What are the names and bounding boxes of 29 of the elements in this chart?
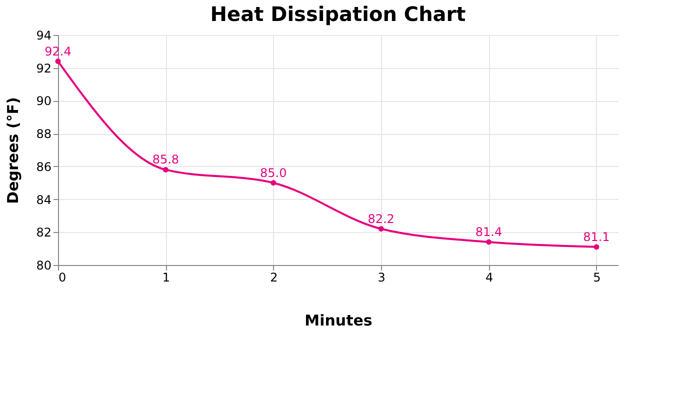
- x-tick-label: 3: [378, 270, 386, 284]
- point: [594, 244, 600, 250]
- y-tick-label: 88: [36, 127, 52, 142]
- point: [55, 58, 61, 64]
- y-tick-label: 84: [36, 192, 52, 207]
- point: [270, 180, 276, 186]
- y-tick-label: 90: [36, 94, 52, 108]
- point: [378, 226, 384, 232]
- x-tick-label: 2: [270, 270, 278, 284]
- data-label: 92.4: [44, 44, 72, 58]
- y-tick-label: 82: [36, 226, 52, 240]
- x-tick-label: 1: [162, 270, 170, 284]
- data-label: 81.1: [583, 230, 610, 244]
- x-tick-label: 4: [485, 270, 494, 284]
- x-tick-label: 5: [593, 270, 601, 284]
- x-axis-title: Minutes: [304, 312, 372, 330]
- chart-title: Heat Dissipation Chart: [210, 2, 466, 26]
- x-tick-label: 0: [58, 270, 66, 284]
- data-label: 85.0: [260, 166, 287, 180]
- y-axis-title: Degrees (°F): [4, 97, 22, 204]
- data-label: 82.2: [368, 212, 394, 226]
- y-tick-label: 80: [36, 258, 52, 272]
- y-tick-label: 92: [36, 61, 52, 76]
- data-label: 85.8: [152, 152, 180, 167]
- data-label: 81.4: [475, 225, 502, 239]
- y-tick-label: 94: [36, 28, 52, 42]
- y-tick-label: 86: [36, 160, 52, 174]
- point: [486, 239, 492, 245]
- point: [162, 166, 168, 172]
